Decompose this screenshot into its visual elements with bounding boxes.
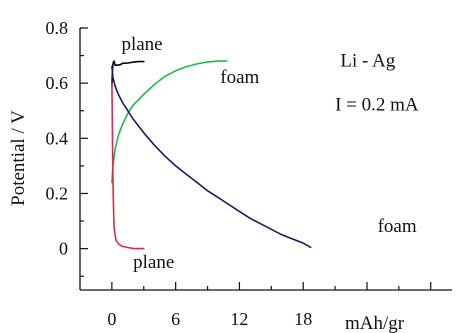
series-line-3 <box>111 65 312 249</box>
series-line-1 <box>111 60 145 87</box>
y-tick-label: 0.8 <box>46 18 69 38</box>
annotation: foam <box>220 67 259 88</box>
annotation: plane <box>133 252 174 273</box>
annotation: plane <box>121 34 162 55</box>
x-tick-label: 12 <box>230 309 248 329</box>
annotation: foam <box>378 216 417 237</box>
annotation: Li - Ag <box>340 51 395 72</box>
axes: 0 0.2 0.4 0.6 0.8 0 6 12 18 <box>46 18 452 329</box>
y-tick-label: 0 <box>59 239 68 259</box>
x-axis-label: mAh/gr <box>345 313 405 333</box>
y-tick-label: 0.4 <box>46 128 69 148</box>
series-layer <box>111 60 312 250</box>
y-axis-label: Potential / V <box>8 110 29 206</box>
annotation: I = 0.2 mA <box>335 95 419 116</box>
x-tick-label: 18 <box>294 309 312 329</box>
labels-layer: Potential / V mAh/gr Li - Ag I = 0.2 mA pl… <box>8 34 419 333</box>
x-tick-label: 6 <box>171 309 180 329</box>
series-line-4 <box>111 82 145 250</box>
y-tick-label: 0.2 <box>46 183 69 203</box>
series-line-2 <box>111 60 228 184</box>
y-tick-label: 0.6 <box>46 73 69 93</box>
x-tick-label: 0 <box>107 309 116 329</box>
